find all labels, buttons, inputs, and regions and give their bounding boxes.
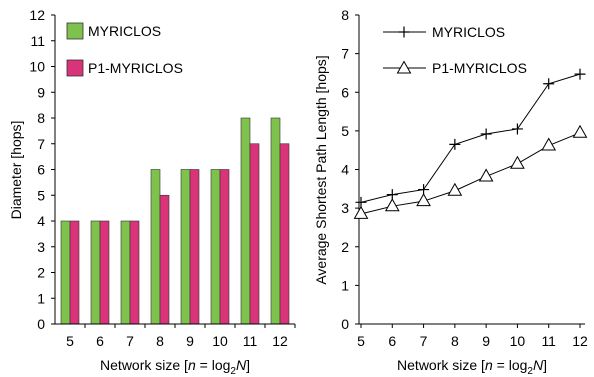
y-tick-label: 4 (37, 213, 45, 229)
legend-label-p1-myriclos: P1-MYRICLOS (432, 60, 527, 76)
bar-p1-myriclos (219, 169, 230, 325)
y-tick-label: 1 (341, 277, 349, 293)
y-tick-label: 6 (37, 162, 45, 178)
x-tick-label: 7 (126, 333, 134, 349)
y-tick-label: 1 (37, 290, 45, 306)
bar-myriclos (270, 117, 281, 325)
y-axis-label: Average Shortest Path Length [hops] (313, 55, 329, 284)
x-tick-label: 10 (510, 333, 526, 349)
bar-p1-myriclos (249, 143, 260, 325)
x-ticks: 5 6 7 8 9 10 11 12 (357, 324, 588, 349)
y-tick-label: 10 (29, 59, 45, 75)
y-tick-label: 7 (37, 136, 45, 152)
y-tick-label: 8 (341, 7, 349, 23)
point-p1-myriclos (447, 182, 463, 196)
point-myriclos (543, 78, 555, 90)
legend-label-p1-myriclos: P1-MYRICLOS (88, 60, 183, 76)
x-tick-label: 12 (572, 333, 588, 349)
point-p1-myriclos (353, 205, 369, 219)
y-tick-label: 7 (341, 46, 349, 62)
bar-p1-myriclos (279, 143, 290, 325)
bar-group (60, 117, 290, 325)
series-line-myriclos (360, 73, 581, 203)
point-myriclos (449, 138, 461, 150)
x-tick-label: 9 (186, 333, 194, 349)
y-tick-label: 0 (37, 316, 45, 332)
point-p1-myriclos (478, 168, 494, 182)
legend-swatch-p1-myriclos (66, 59, 84, 77)
x-tick-label: 8 (451, 333, 459, 349)
bar-myriclos (150, 169, 161, 325)
x-tick-label: 6 (96, 333, 104, 349)
bar-p1-myriclos (159, 194, 170, 325)
x-tick-label: 5 (66, 333, 74, 349)
bar-p1-myriclos (189, 169, 200, 325)
legend-swatch-myriclos (66, 22, 84, 40)
point-p1-myriclos (572, 124, 588, 138)
y-tick-label: 2 (37, 265, 45, 281)
y-tick-label: 4 (341, 162, 349, 178)
x-tick-label: 11 (243, 333, 258, 349)
y-axis-label: Diameter [hops] (8, 121, 24, 220)
x-tick-label: 7 (420, 333, 428, 349)
y-tick-label: 5 (341, 123, 349, 139)
y-tick-label: 12 (29, 7, 45, 23)
legend-marker-plus (398, 26, 410, 38)
legend-label-myriclos: MYRICLOS (432, 24, 505, 40)
point-myriclos (480, 128, 492, 140)
x-ticks: 5 6 7 8 9 10 11 12 (66, 324, 296, 349)
point-p1-myriclos (416, 193, 431, 207)
x-tick-label: 9 (482, 333, 490, 349)
y-tick-label: 5 (37, 187, 45, 203)
legend: MYRICLOS P1-MYRICLOS (383, 24, 527, 76)
point-p1-myriclos (384, 198, 400, 212)
legend-label-myriclos: MYRICLOS (88, 23, 161, 39)
series-lines (353, 68, 588, 219)
bar-myriclos (120, 220, 131, 325)
y-tick-label: 2 (341, 239, 349, 255)
point-p1-myriclos (541, 137, 557, 151)
bar-myriclos (180, 169, 191, 325)
x-tick-label: 11 (541, 333, 556, 349)
bar-p1-myriclos (99, 220, 110, 325)
legend: MYRICLOS P1-MYRICLOS (66, 22, 183, 77)
bar-myriclos (240, 117, 251, 325)
x-axis-label: Network size [n = log2N] (100, 357, 250, 377)
y-tick-label: 9 (37, 84, 45, 100)
y-tick-label: 8 (37, 110, 45, 126)
bar-p1-myriclos (69, 220, 80, 325)
x-tick-label: 5 (357, 333, 365, 349)
y-tick-label: 6 (341, 84, 349, 100)
y-ticks: 0 1 2 3 4 5 6 7 8 (341, 7, 359, 332)
x-tick-label: 12 (272, 333, 288, 349)
bar-myriclos (90, 220, 101, 325)
y-tick-label: 3 (37, 239, 45, 255)
point-myriclos (574, 68, 586, 80)
x-tick-label: 10 (212, 333, 228, 349)
bar-p1-myriclos (129, 220, 140, 325)
point-p1-myriclos (510, 155, 525, 169)
bar-myriclos (60, 220, 71, 325)
legend-marker-triangle (396, 60, 412, 74)
y-tick-label: 11 (30, 33, 45, 49)
y-tick-label: 3 (341, 200, 349, 216)
x-tick-label: 6 (388, 333, 396, 349)
point-myriclos (511, 123, 523, 135)
y-tick-label: 0 (341, 316, 349, 332)
x-axis-label: Network size [n = log2N] (397, 357, 547, 377)
bar-myriclos (210, 169, 221, 325)
x-tick-label: 8 (156, 333, 164, 349)
